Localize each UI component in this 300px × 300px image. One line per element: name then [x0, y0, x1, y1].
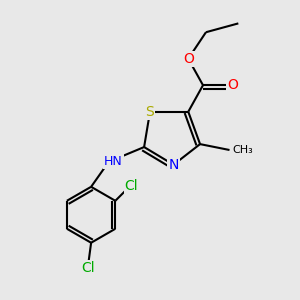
Text: Cl: Cl — [125, 179, 138, 193]
Text: Cl: Cl — [81, 261, 95, 275]
Text: O: O — [227, 78, 238, 92]
Text: O: O — [183, 52, 194, 66]
Text: N: N — [168, 158, 179, 172]
Text: HN: HN — [104, 155, 123, 168]
Text: CH₃: CH₃ — [232, 145, 253, 155]
Text: S: S — [146, 105, 154, 119]
